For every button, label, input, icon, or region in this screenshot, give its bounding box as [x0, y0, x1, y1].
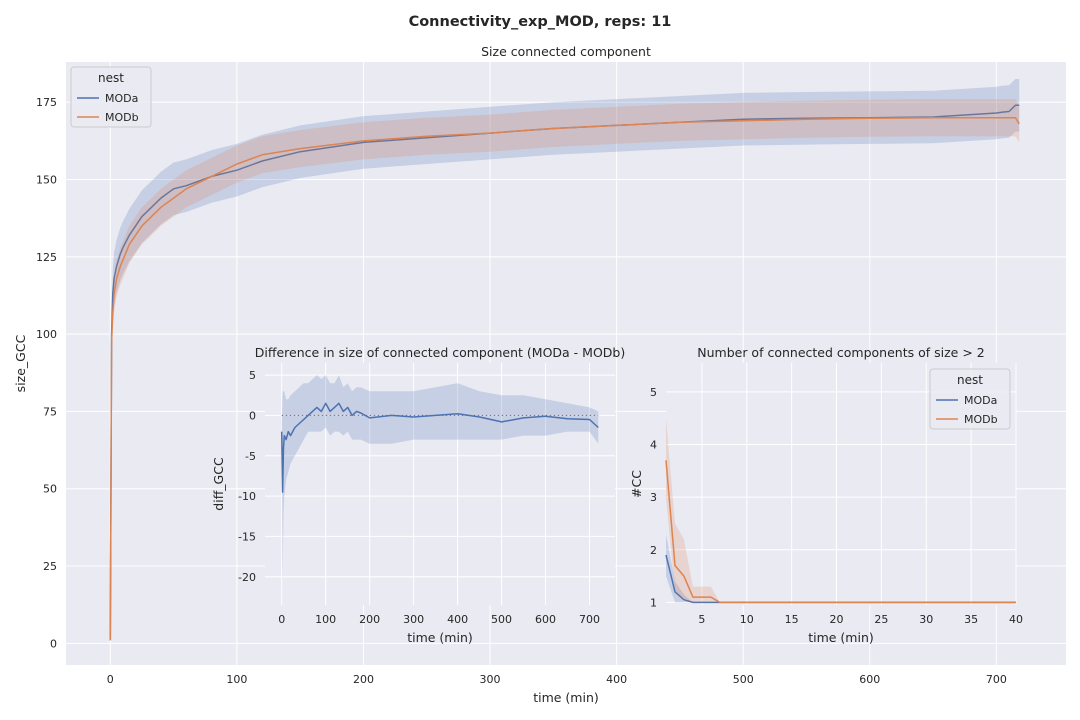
inset_cc-x-tick-label: 30 — [919, 613, 933, 626]
main-x-tick-label: 200 — [353, 673, 374, 686]
inset_diff-MODa-ci-band — [281, 375, 599, 585]
inset_cc-x-tick-label: 35 — [964, 613, 978, 626]
inset_cc-title: Number of connected components of size >… — [697, 345, 984, 360]
inset_cc-x-tick-label: 5 — [698, 613, 705, 626]
main-y-tick-label: 175 — [36, 96, 57, 109]
inset_diff-y-axis-label: diff_GCC — [211, 457, 226, 511]
inset_diff-y-tick-label: -5 — [245, 450, 256, 463]
inset_cc-x-tick-label: 15 — [785, 613, 799, 626]
inset_diff-chart: 0 100 200 300 400 500 600 700 5 0 -5 -10 -15 -20 Diffe… — [211, 345, 625, 645]
main-y-tick-label: 50 — [43, 483, 57, 496]
inset_diff-x-tick-label: 500 — [491, 613, 512, 626]
inset_diff-MODa-line — [280, 402, 599, 493]
inset_diff-x-tick-label: 300 — [403, 613, 424, 626]
inset_diff-x-tick-label: 200 — [359, 613, 380, 626]
inset_cc-MODb-line — [665, 460, 1016, 604]
main-y-tick-label: 75 — [43, 405, 57, 418]
inset_cc-legend: nest MODa MODb — [929, 368, 1011, 430]
inset_cc-x-tick-label: 20 — [830, 613, 844, 626]
inset_cc-y-tick-label: 5 — [650, 386, 657, 399]
main-title: Size connected component — [481, 44, 651, 59]
inset_cc-y-tick-label: 1 — [650, 596, 657, 609]
inset_cc-x-axis-label: time (min) — [808, 630, 874, 645]
inset_cc-y-tick-label: 3 — [650, 491, 657, 504]
inset_diff-x-axis-label: time (min) — [407, 630, 473, 645]
inset_cc-legend-title: nest — [957, 373, 983, 387]
main-y-tick-label: 150 — [36, 174, 57, 187]
inset_cc-legend-frame — [929, 368, 1011, 430]
inset_diff-x-tick-label: 400 — [447, 613, 468, 626]
main-y-axis-label: size_GCC — [13, 334, 28, 392]
main-legend-title: nest — [98, 71, 124, 85]
inset_cc-x-tick-label: 10 — [740, 613, 754, 626]
inset_diff-y-tick-label: -20 — [238, 571, 256, 584]
main-x-tick-label: 500 — [733, 673, 754, 686]
main-legend-label-MODa: MODa — [105, 92, 138, 105]
inset_diff-x-tick-label: 100 — [315, 613, 336, 626]
inset_diff-title: Difference in size of connected componen… — [255, 345, 625, 360]
main-x-tick-label: 400 — [606, 673, 627, 686]
main-legend: nest MODa MODb — [70, 66, 152, 128]
main-x-tick-label: 600 — [859, 673, 880, 686]
main-x-tick-label: 0 — [107, 673, 114, 686]
inset_diff-x-tick-label: 0 — [278, 613, 285, 626]
inset_cc-legend-label-MODb: MODb — [964, 413, 998, 426]
inset_diff-y-tick-label: -10 — [238, 490, 256, 503]
main-y-tick-label: 25 — [43, 560, 57, 573]
main-y-tick-label: 125 — [36, 251, 57, 264]
main-MODb-line — [109, 116, 1020, 641]
main-y-tick-label: 100 — [36, 328, 57, 341]
figure-suptitle: Connectivity_exp_MOD, reps: 11 — [409, 14, 672, 30]
inset_cc-x-tick-label: 25 — [874, 613, 888, 626]
main-x-tick-label: 300 — [480, 673, 501, 686]
main-x-tick-label: 700 — [986, 673, 1007, 686]
inset_diff-x-tick-label: 600 — [535, 613, 556, 626]
inset_cc-chart: 5 10 15 20 25 30 35 40 1 2 3 4 5 Number of connected … — [629, 345, 1023, 645]
main-x-tick-label: 100 — [226, 673, 247, 686]
main-legend-frame — [70, 66, 152, 128]
inset_diff-y-tick-label: 0 — [249, 409, 256, 422]
inset_diff-x-tick-label: 700 — [579, 613, 600, 626]
inset_cc-y-tick-label: 4 — [650, 439, 657, 452]
inset_cc-y-tick-label: 2 — [650, 544, 657, 557]
main-MODa-ci-band — [110, 79, 1020, 641]
main-y-tick-label: 0 — [50, 637, 57, 650]
inset_diff-y-tick-label: -15 — [238, 530, 256, 543]
inset_cc-x-tick-label: 40 — [1009, 613, 1023, 626]
main-x-axis-label: time (min) — [533, 690, 599, 705]
inset_diff-y-tick-label: 5 — [249, 369, 256, 382]
inset_diff-plot-area — [265, 363, 615, 605]
main-legend-label-MODb: MODb — [105, 111, 139, 124]
inset_cc-y-axis-label: #CC — [629, 470, 644, 498]
inset_cc-legend-label-MODa: MODa — [964, 394, 997, 407]
